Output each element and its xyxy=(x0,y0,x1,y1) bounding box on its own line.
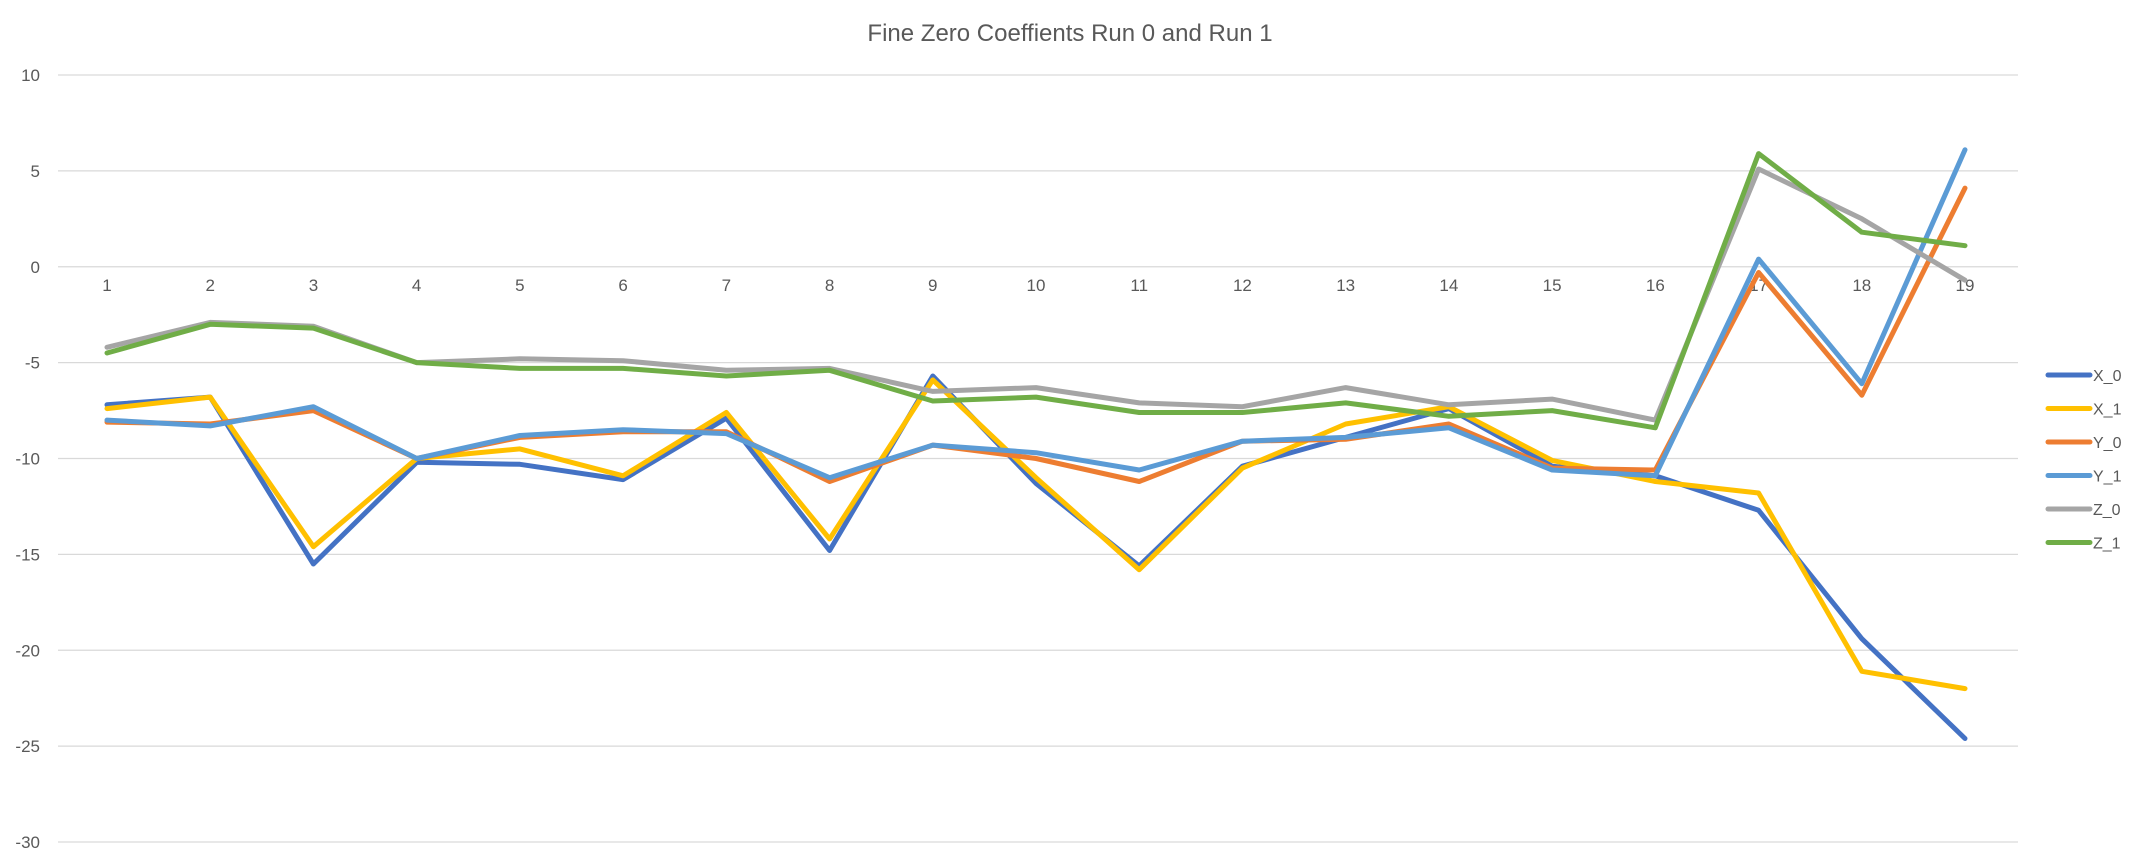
y-tick-label: -15 xyxy=(15,545,40,564)
x-tick-label: 8 xyxy=(825,276,834,295)
legend-label: Z_1 xyxy=(2093,536,2121,553)
x-tick-label: 12 xyxy=(1233,276,1252,295)
x-tick-label: 2 xyxy=(205,276,214,295)
legend-item-z-0: Z_0 xyxy=(2045,502,2121,519)
legend: X_0 X_1 Y_0 Y_1 Z_0 Z_1 xyxy=(2045,368,2122,553)
legend-item-y-0: Y_0 xyxy=(2045,435,2122,452)
y-tick-label: -25 xyxy=(15,737,40,756)
x-tick-label: 7 xyxy=(722,276,731,295)
x-tick-label: 6 xyxy=(618,276,627,295)
x-tick-label: 3 xyxy=(309,276,318,295)
y-tick-label: 0 xyxy=(31,258,40,277)
y-tick-label: -5 xyxy=(25,354,40,373)
x-tick-label: 9 xyxy=(928,276,937,295)
legend-label: Z_0 xyxy=(2093,502,2121,519)
x-tick-label: 13 xyxy=(1336,276,1355,295)
x-tick-label: 1 xyxy=(102,276,111,295)
legend-label: X_1 xyxy=(2093,402,2122,419)
x-tick-label: 10 xyxy=(1027,276,1046,295)
series-line-x-1 xyxy=(104,377,1968,692)
legend-item-x-0: X_0 xyxy=(2045,368,2122,385)
x-tick-label: 19 xyxy=(1956,276,1975,295)
y-tick-label: -20 xyxy=(15,641,40,660)
series-line-y-0 xyxy=(104,185,1968,484)
series-lines xyxy=(104,147,1968,741)
x-axis-tick-labels: 1 2 3 4 5 6 7 8 9 10 11 12 13 14 15 16 17 18 19 xyxy=(102,276,1974,295)
legend-item-x-1: X_1 xyxy=(2045,402,2122,419)
y-axis-tick-labels: 10 5 0 -5 -10 -15 -20 -25 -30 xyxy=(15,66,40,852)
x-tick-label: 4 xyxy=(412,276,421,295)
x-tick-label: 15 xyxy=(1543,276,1562,295)
y-tick-label: -10 xyxy=(15,450,40,469)
legend-label: X_0 xyxy=(2093,368,2122,385)
x-tick-label: 11 xyxy=(1130,276,1148,295)
series-line-z-1 xyxy=(104,151,1968,431)
legend-label: Y_1 xyxy=(2093,469,2122,486)
legend-item-y-1: Y_1 xyxy=(2045,469,2122,486)
y-tick-label: -30 xyxy=(15,833,40,852)
x-tick-label: 16 xyxy=(1646,276,1665,295)
x-tick-label: 18 xyxy=(1852,276,1871,295)
y-tick-label: 10 xyxy=(21,66,40,85)
series-line-x-0 xyxy=(104,373,1968,741)
x-tick-label: 5 xyxy=(515,276,524,295)
legend-label: Y_0 xyxy=(2093,435,2122,452)
series-line-y-1 xyxy=(104,147,1968,481)
legend-item-z-1: Z_1 xyxy=(2045,536,2121,553)
chart-title: Fine Zero Coeffients Run 0 and Run 1 xyxy=(867,20,1272,47)
x-tick-label: 14 xyxy=(1439,276,1458,295)
y-tick-label: 5 xyxy=(31,162,40,181)
